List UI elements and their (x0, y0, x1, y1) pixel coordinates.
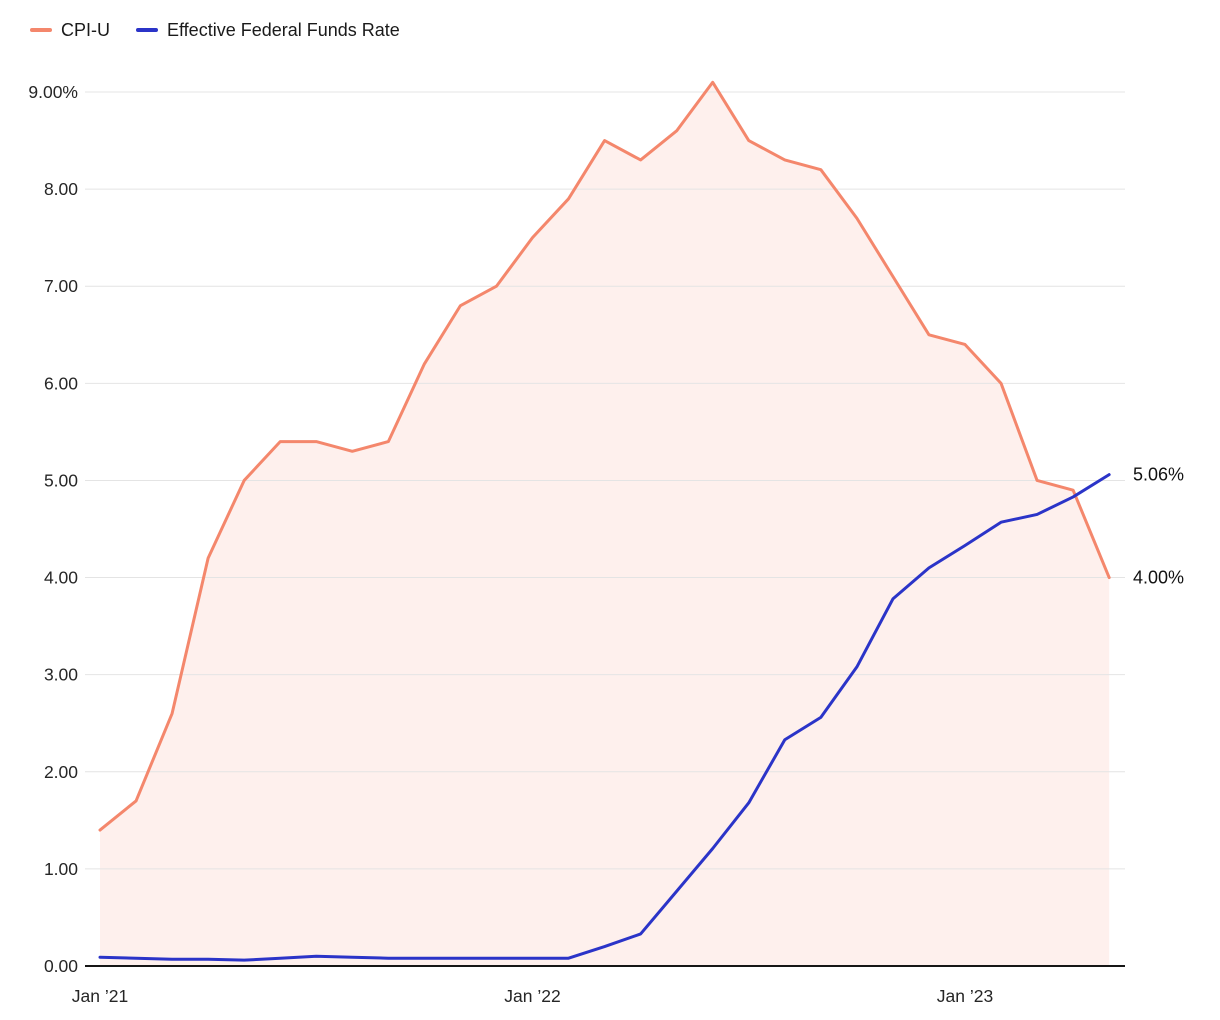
y-axis-tick-label: 5.00 (44, 470, 78, 490)
x-axis-tick-label: Jan ’21 (72, 986, 128, 1006)
legend-label-cpi: CPI-U (61, 20, 110, 40)
y-axis-tick-label: 2.00 (44, 762, 78, 782)
y-axis-tick-label: 9.00% (28, 82, 78, 102)
legend: CPI-U Effective Federal Funds Rate (30, 21, 400, 39)
cpi-line-swatch-icon (30, 28, 52, 32)
series-line-cpi (98, 80, 1111, 832)
series-line-effr (98, 473, 1111, 962)
end-label-effr: 5.06% (1133, 465, 1184, 485)
legend-item-effr: Effective Federal Funds Rate (136, 21, 400, 39)
y-axis-tick-label: 1.00 (44, 859, 78, 879)
end-label-cpi: 4.00% (1133, 568, 1184, 588)
x-axis-tick-label: Jan ’22 (504, 986, 560, 1006)
y-axis-tick-label: 0.00 (44, 956, 78, 976)
y-axis-tick-label: 4.00 (44, 568, 78, 588)
cpi-area-fill (100, 82, 1110, 967)
y-axis-tick-label: 6.00 (44, 373, 78, 393)
legend-label-effr: Effective Federal Funds Rate (167, 20, 400, 40)
legend-item-cpi: CPI-U (30, 21, 110, 39)
y-axis-tick-label: 8.00 (44, 179, 78, 199)
y-axis-tick-label: 7.00 (44, 276, 78, 296)
effr-line-swatch-icon (136, 28, 158, 32)
x-axis-tick-label: Jan ’23 (937, 986, 993, 1006)
y-axis-tick-label: 3.00 (44, 665, 78, 685)
